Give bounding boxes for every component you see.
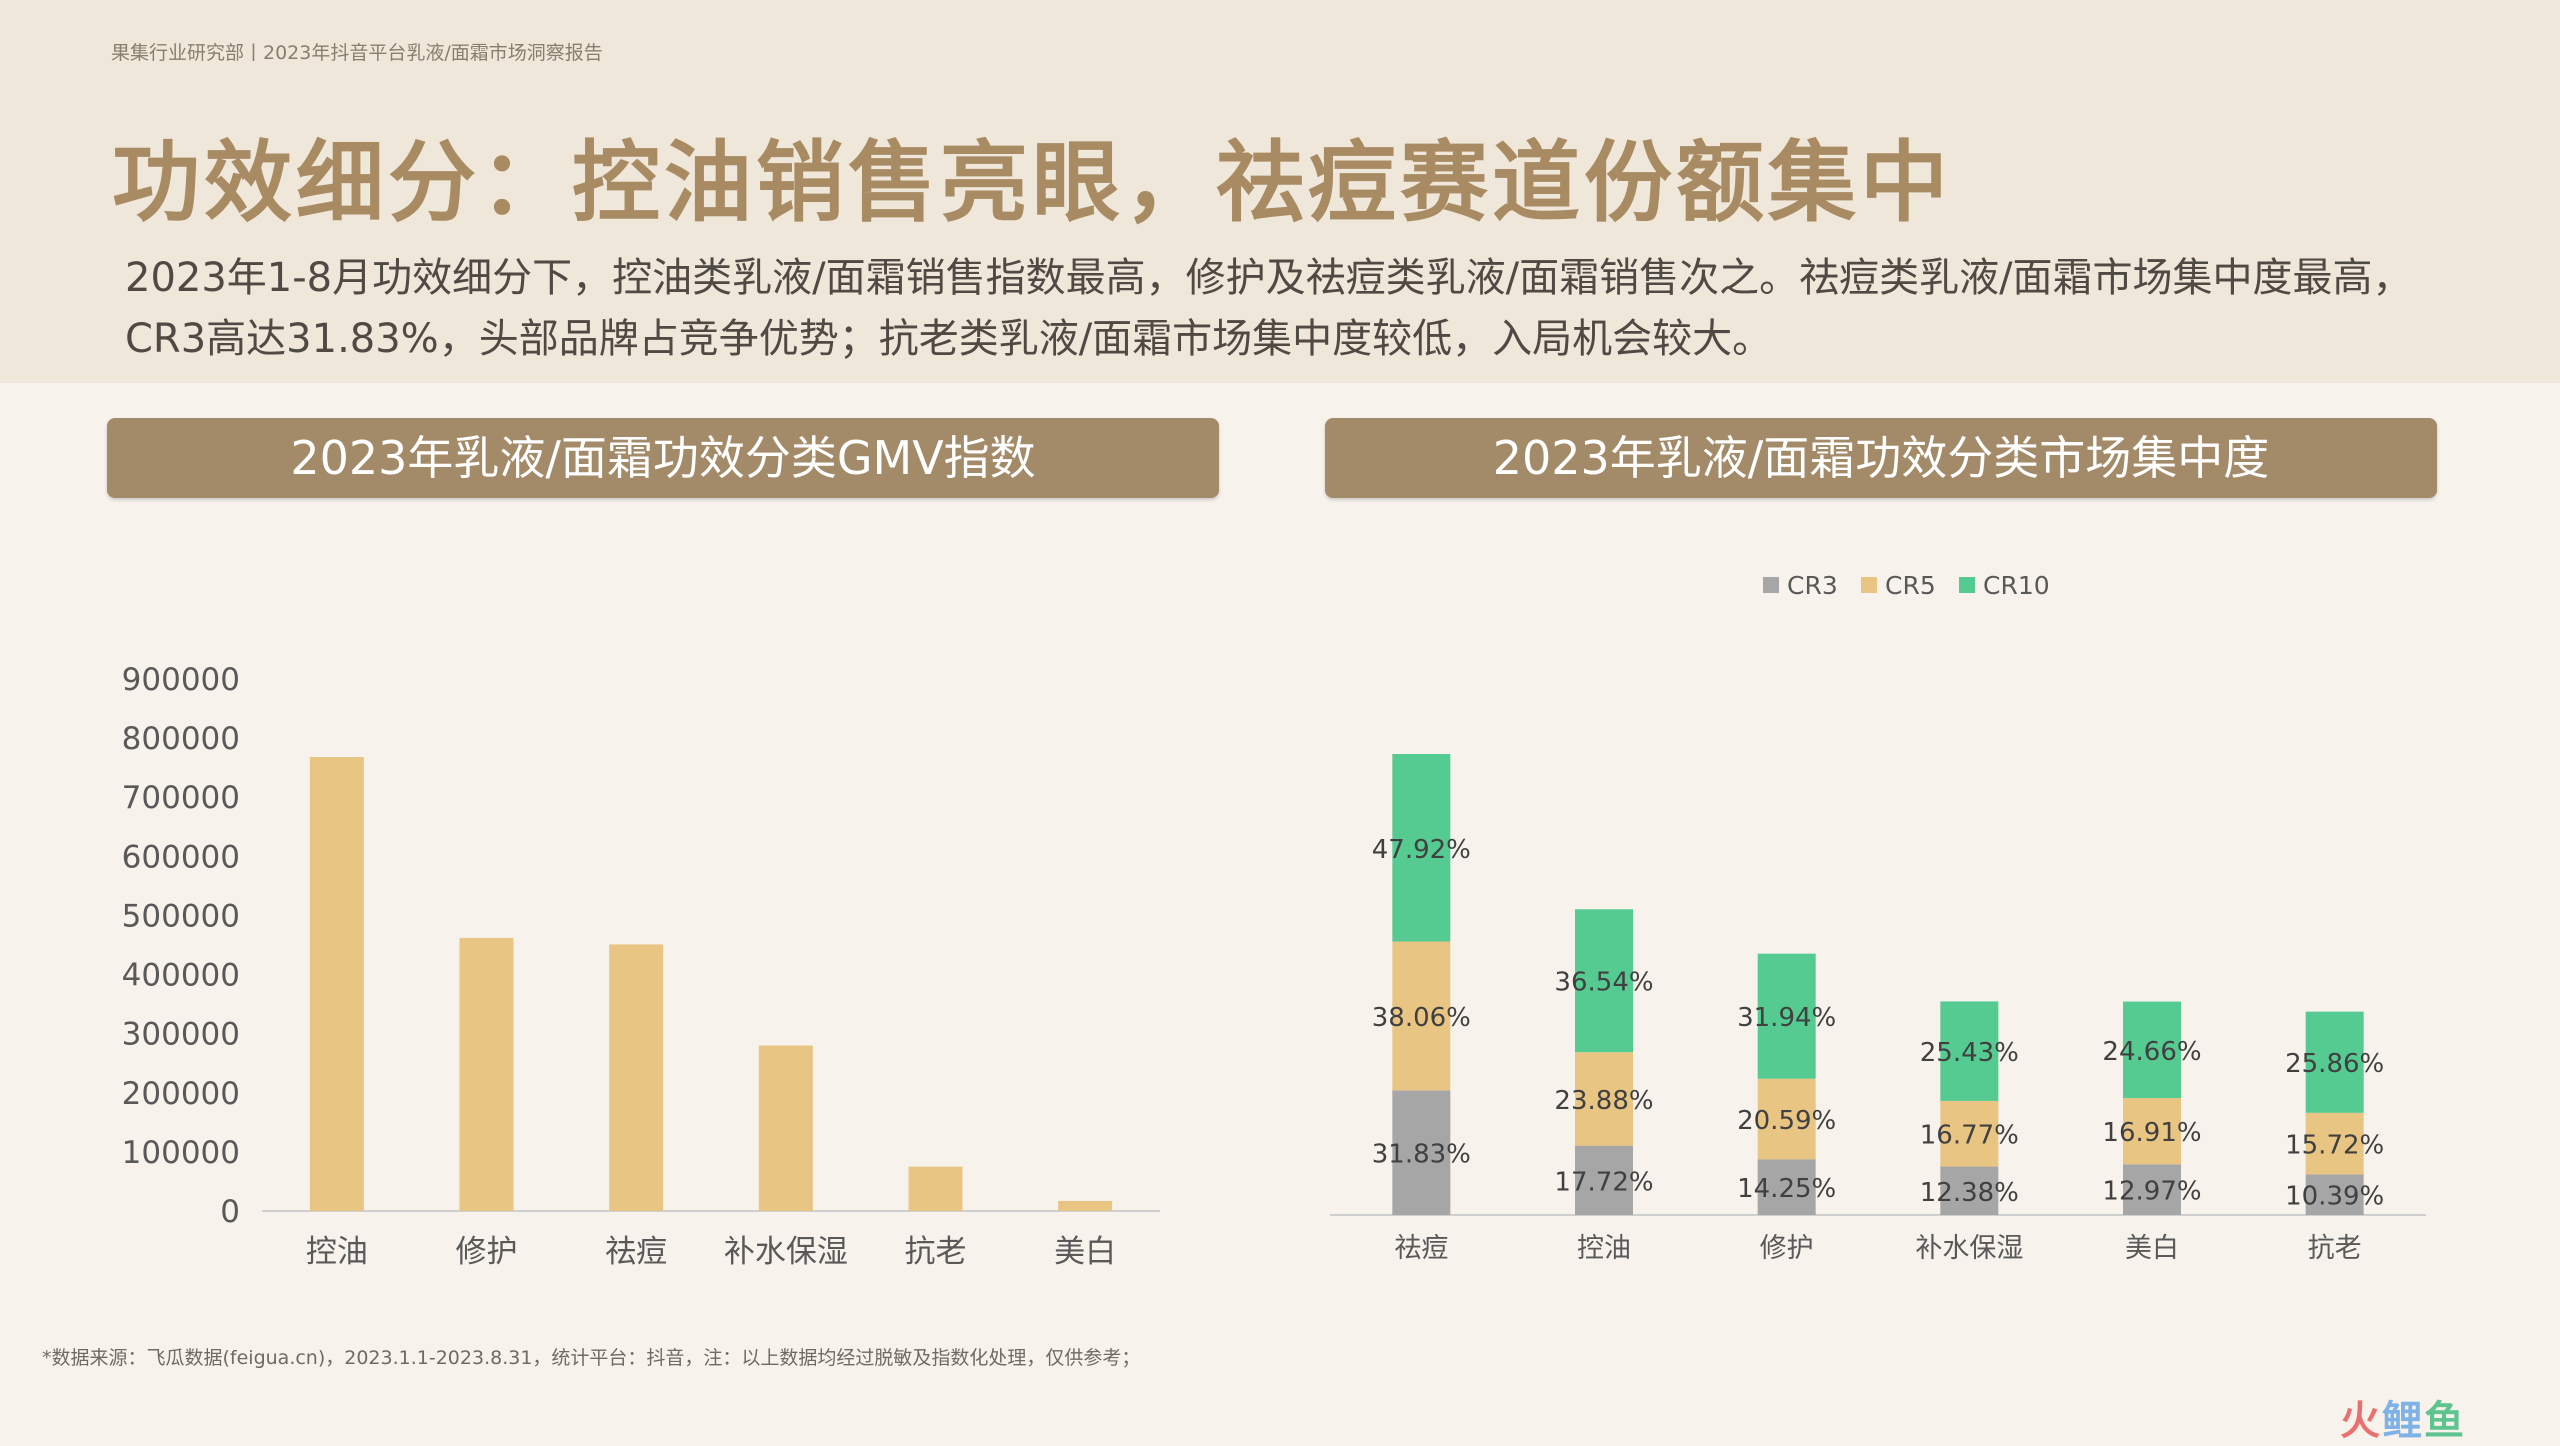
data-label: 12.97% — [2102, 1177, 2201, 1207]
y-tick-label: 800000 — [122, 721, 240, 757]
stacked-bar-segment — [1392, 754, 1451, 942]
x-tick-label: 控油 — [306, 1234, 368, 1270]
data-label: 10.39% — [2285, 1182, 2384, 1212]
stacked-bar-segment — [2305, 1112, 2364, 1175]
header-band — [0, 0, 2560, 383]
y-tick-label: 500000 — [122, 898, 240, 934]
x-tick-label: 修护 — [456, 1234, 518, 1270]
y-tick-label: 400000 — [122, 958, 240, 994]
data-label: 16.91% — [2102, 1118, 2201, 1148]
stacked-bar-segment — [1392, 1090, 1451, 1215]
x-tick-label: 抗老 — [905, 1234, 967, 1270]
stacked-bar-segment — [1940, 1100, 1999, 1167]
stacked-bar-segment — [2123, 1098, 2181, 1165]
watermark-part: 鱼 — [2424, 1398, 2466, 1444]
y-tick-label: 200000 — [122, 1076, 240, 1112]
stacked-bar-segment — [1757, 1159, 1816, 1215]
legend-label: CR5 — [1885, 571, 1936, 600]
data-label: 24.66% — [2102, 1037, 2201, 1067]
bar — [609, 944, 664, 1211]
stacked-bar-segment — [1940, 1166, 1999, 1215]
stacked-bar-segment — [1757, 953, 1816, 1079]
y-tick-label: 600000 — [122, 839, 240, 875]
x-tick-label: 抗老 — [2308, 1233, 2362, 1264]
stacked-bar-segment — [1392, 941, 1451, 1091]
stacked-bar-segment — [2305, 1011, 2364, 1113]
gmv-chart-title: 2023年乳液/面霜功效分类GMV指数 — [107, 418, 1219, 498]
watermark-part: 火 — [2340, 1398, 2382, 1444]
data-label: 36.54% — [1554, 968, 1653, 998]
x-tick-label: 补水保湿 — [1915, 1233, 2023, 1264]
data-label: 17.72% — [1554, 1167, 1653, 1197]
x-tick-label: 祛痘 — [605, 1234, 667, 1270]
watermark-logo: 火鲤鱼 — [2340, 1388, 2466, 1446]
legend-label: CR10 — [1983, 571, 2050, 600]
stacked-bar-segment — [1940, 1001, 1999, 1101]
bar — [459, 937, 514, 1211]
data-label: 31.83% — [1372, 1140, 1471, 1170]
x-tick-label: 美白 — [2125, 1233, 2179, 1264]
x-tick-label: 祛痘 — [1394, 1233, 1448, 1264]
x-tick-label: 修护 — [1760, 1233, 1814, 1264]
data-label: 14.25% — [1737, 1174, 1836, 1204]
breadcrumb: 果集行业研究部丨2023年抖音平台乳液/面霜市场洞察报告 — [111, 42, 603, 64]
data-label: 25.86% — [2285, 1049, 2384, 1079]
bar — [1058, 1200, 1113, 1211]
legend-label: CR3 — [1787, 571, 1838, 600]
data-label: 25.43% — [1920, 1038, 2019, 1068]
stacked-bar-segment — [2305, 1174, 2364, 1215]
data-label: 20.59% — [1737, 1106, 1836, 1136]
stacked-bar-segment — [1757, 1078, 1816, 1160]
concentration-chart-title: 2023年乳液/面霜功效分类市场集中度 — [1325, 418, 2437, 498]
x-tick-label: 美白 — [1054, 1234, 1116, 1270]
legend-swatch — [1959, 577, 1975, 593]
stacked-bar-segment — [1575, 1052, 1633, 1146]
data-label: 16.77% — [1920, 1121, 2019, 1151]
bar — [309, 757, 364, 1211]
footnote: *数据来源：飞瓜数据(feigua.cn)，2023.1.1-2023.8.31… — [42, 1347, 1141, 1369]
page-summary: 2023年1-8月功效细分下，控油类乳液/面霜销售指数最高，修护及祛痘类乳液/面… — [125, 255, 2413, 362]
y-tick-label: 700000 — [122, 780, 240, 816]
x-tick-label: 补水保湿 — [724, 1234, 848, 1270]
stacked-bar-segment — [1575, 909, 1633, 1053]
data-label: 38.06% — [1372, 1003, 1471, 1033]
legend-swatch — [1763, 577, 1779, 593]
x-tick-label: 控油 — [1577, 1233, 1631, 1264]
watermark-part: 鲤 — [2382, 1398, 2424, 1444]
data-label: 31.94% — [1737, 1003, 1836, 1033]
y-tick-label: 0 — [220, 1194, 240, 1230]
y-tick-label: 300000 — [122, 1017, 240, 1053]
y-tick-label: 900000 — [122, 662, 240, 698]
stacked-bar-segment — [2123, 1001, 2181, 1099]
data-label: 23.88% — [1554, 1086, 1653, 1116]
legend-swatch — [1861, 577, 1877, 593]
bar — [758, 1045, 813, 1211]
stacked-bar-segment — [2123, 1164, 2181, 1215]
page-title: 功效细分：控油销售亮眼，祛痘赛道份额集中 — [112, 131, 1953, 234]
y-tick-label: 100000 — [122, 1135, 240, 1171]
data-label: 15.72% — [2285, 1131, 2384, 1161]
stacked-bar-segment — [1575, 1145, 1633, 1215]
data-label: 12.38% — [1920, 1178, 2019, 1208]
bar — [908, 1166, 963, 1211]
data-label: 47.92% — [1372, 835, 1471, 865]
